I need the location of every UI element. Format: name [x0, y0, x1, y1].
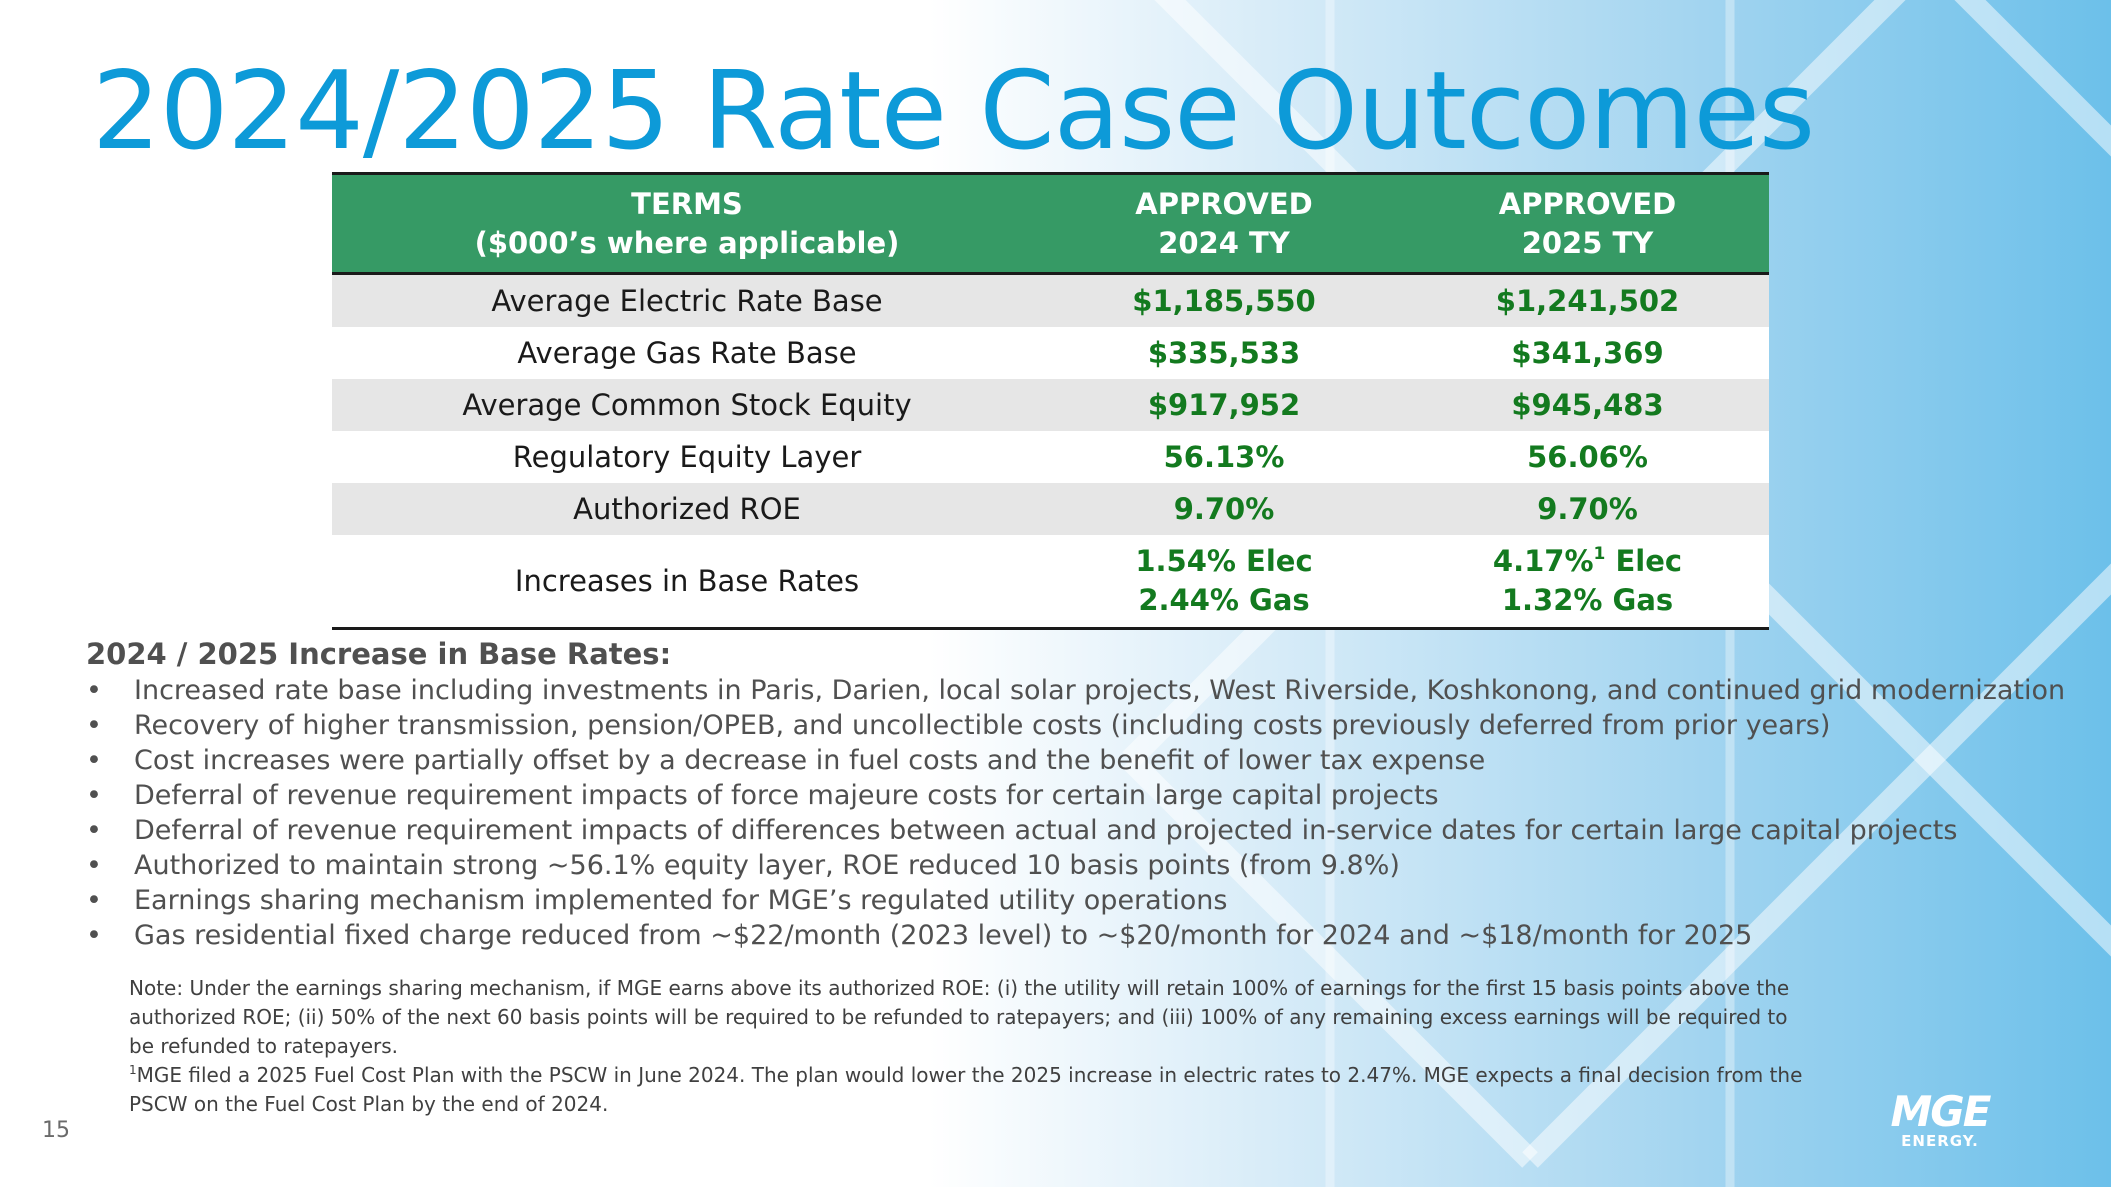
row-term: Average Electric Rate Base — [491, 284, 883, 318]
bullet-text: Gas residential fixed charge reduced fro… — [134, 920, 1753, 951]
value-line: 1.32% Gas — [1501, 583, 1674, 617]
bullet-marker: • — [86, 780, 102, 811]
row-term: Average Gas Rate Base — [517, 336, 857, 370]
header-approved-2024: APPROVED 2024 TY — [1042, 172, 1406, 275]
list-item: • Cost increases were partially offset by… — [86, 743, 2026, 778]
row-value-2025: 4.17%1 Elec 1.32% Gas — [1406, 535, 1769, 630]
bullet-text: Deferral of revenue requirement impacts … — [134, 815, 1958, 846]
list-item: • Deferral of revenue requirement impacts… — [86, 813, 2026, 848]
bullet-marker: • — [86, 675, 102, 706]
bullet-marker: • — [86, 920, 102, 951]
bullet-text: Earnings sharing mechanism implemented f… — [134, 885, 1228, 916]
header-line: ($000’s where applicable) — [474, 226, 900, 260]
header-line: APPROVED — [1498, 187, 1677, 221]
row-value-2024: 56.13% — [1163, 440, 1285, 474]
row-value-2024: $1,185,550 — [1132, 284, 1316, 318]
table-row: Authorized ROE 9.70% 9.70% — [332, 483, 1769, 535]
header-line: 2024 TY — [1158, 226, 1290, 260]
value-line: 4.17%1 Elec — [1406, 542, 1769, 581]
table-row: Average Common Stock Equity $917,952 $94… — [332, 379, 1769, 431]
row-value-2025: 9.70% — [1537, 492, 1638, 526]
value-line: 2.44% Gas — [1138, 583, 1310, 617]
table-row: Increases in Base Rates 1.54% Elec 2.44%… — [332, 535, 1769, 630]
section-heading: 2024 / 2025 Increase in Base Rates: — [86, 637, 672, 671]
bullet-marker: • — [86, 850, 102, 881]
header-line: APPROVED — [1135, 187, 1313, 221]
bullet-list: • Increased rate base including investmen… — [86, 673, 2065, 953]
header-line: 2025 TY — [1521, 226, 1654, 260]
list-item: • Increased rate base including investmen… — [86, 673, 2065, 708]
row-value-2025: $1,241,502 — [1495, 284, 1680, 318]
value-part: 4.17% — [1492, 544, 1594, 578]
list-item: • Earnings sharing mechanism implemented … — [86, 883, 2026, 918]
row-term: Authorized ROE — [573, 492, 801, 526]
footnote-body: MGE filed a 2025 Fuel Cost Plan with the… — [129, 1063, 1803, 1116]
bullet-text: Recovery of higher transmission, pension… — [134, 710, 1831, 741]
value-line: 1.54% Elec — [1135, 544, 1313, 578]
bullet-text: Cost increases were partially offset by … — [134, 745, 1486, 776]
bullet-text: Deferral of revenue requirement impacts … — [134, 780, 1439, 811]
page-number: 15 — [42, 1118, 70, 1143]
header-approved-2025: APPROVED 2025 TY — [1406, 172, 1769, 275]
row-value-2025: $945,483 — [1511, 388, 1664, 422]
logo-wordmark: MGE — [1891, 1087, 1992, 1136]
row-term: Increases in Base Rates — [332, 535, 1042, 630]
table-row: Average Gas Rate Base $335,533 $341,369 — [332, 327, 1769, 379]
bullet-marker: • — [86, 815, 102, 846]
row-term: Regulatory Equity Layer — [512, 440, 862, 474]
bullet-marker: • — [86, 745, 102, 776]
table-row: Average Electric Rate Base $1,185,550 $1… — [332, 273, 1769, 327]
table-header-row: TERMS ($000’s where applicable) APPROVED… — [332, 172, 1769, 275]
header-terms: TERMS ($000’s where applicable) — [332, 172, 1042, 275]
list-item: • Gas residential fixed charge reduced fr… — [86, 918, 2026, 953]
list-item: • Authorized to maintain strong ~56.1% eq… — [86, 848, 2026, 883]
footnotes: Note: Under the earnings sharing mechani… — [129, 974, 1809, 1119]
footnote-marker: 1 — [129, 1063, 137, 1077]
bullet-marker: • — [86, 710, 102, 741]
row-value-2024: $917,952 — [1147, 388, 1301, 422]
bullet-marker: • — [86, 885, 102, 916]
list-item: • Recovery of higher transmission, pensio… — [86, 708, 2026, 743]
row-value-2025: $341,369 — [1511, 336, 1664, 370]
page-title: 2024/2025 Rate Case Outcomes — [92, 49, 1815, 174]
row-value-2024: 9.70% — [1173, 492, 1275, 526]
value-part: Elec — [1605, 544, 1683, 578]
row-term: Average Common Stock Equity — [462, 388, 912, 422]
header-line: TERMS — [631, 187, 743, 221]
footnote-ref: 1 — [1593, 544, 1606, 564]
row-value-2024: 1.54% Elec 2.44% Gas — [1042, 535, 1406, 630]
rate-case-table: TERMS ($000’s where applicable) APPROVED… — [332, 172, 1769, 630]
bullet-text: Increased rate base including investment… — [134, 675, 2066, 706]
list-item: • Deferral of revenue requirement impacts… — [86, 778, 2026, 813]
logo-subtext: ENERGY. — [1901, 1132, 1979, 1150]
note-text: Note: Under the earnings sharing mechani… — [129, 976, 1790, 1058]
row-value-2025: 56.06% — [1527, 440, 1648, 474]
mge-energy-logo: MGE ENERGY. — [1891, 1087, 1994, 1150]
footnote-text: 1MGE filed a 2025 Fuel Cost Plan with th… — [129, 1061, 1809, 1119]
bullet-text: Authorized to maintain strong ~56.1% equ… — [134, 850, 1400, 881]
table-row: Regulatory Equity Layer 56.13% 56.06% — [332, 431, 1769, 483]
row-value-2024: $335,533 — [1147, 336, 1301, 370]
